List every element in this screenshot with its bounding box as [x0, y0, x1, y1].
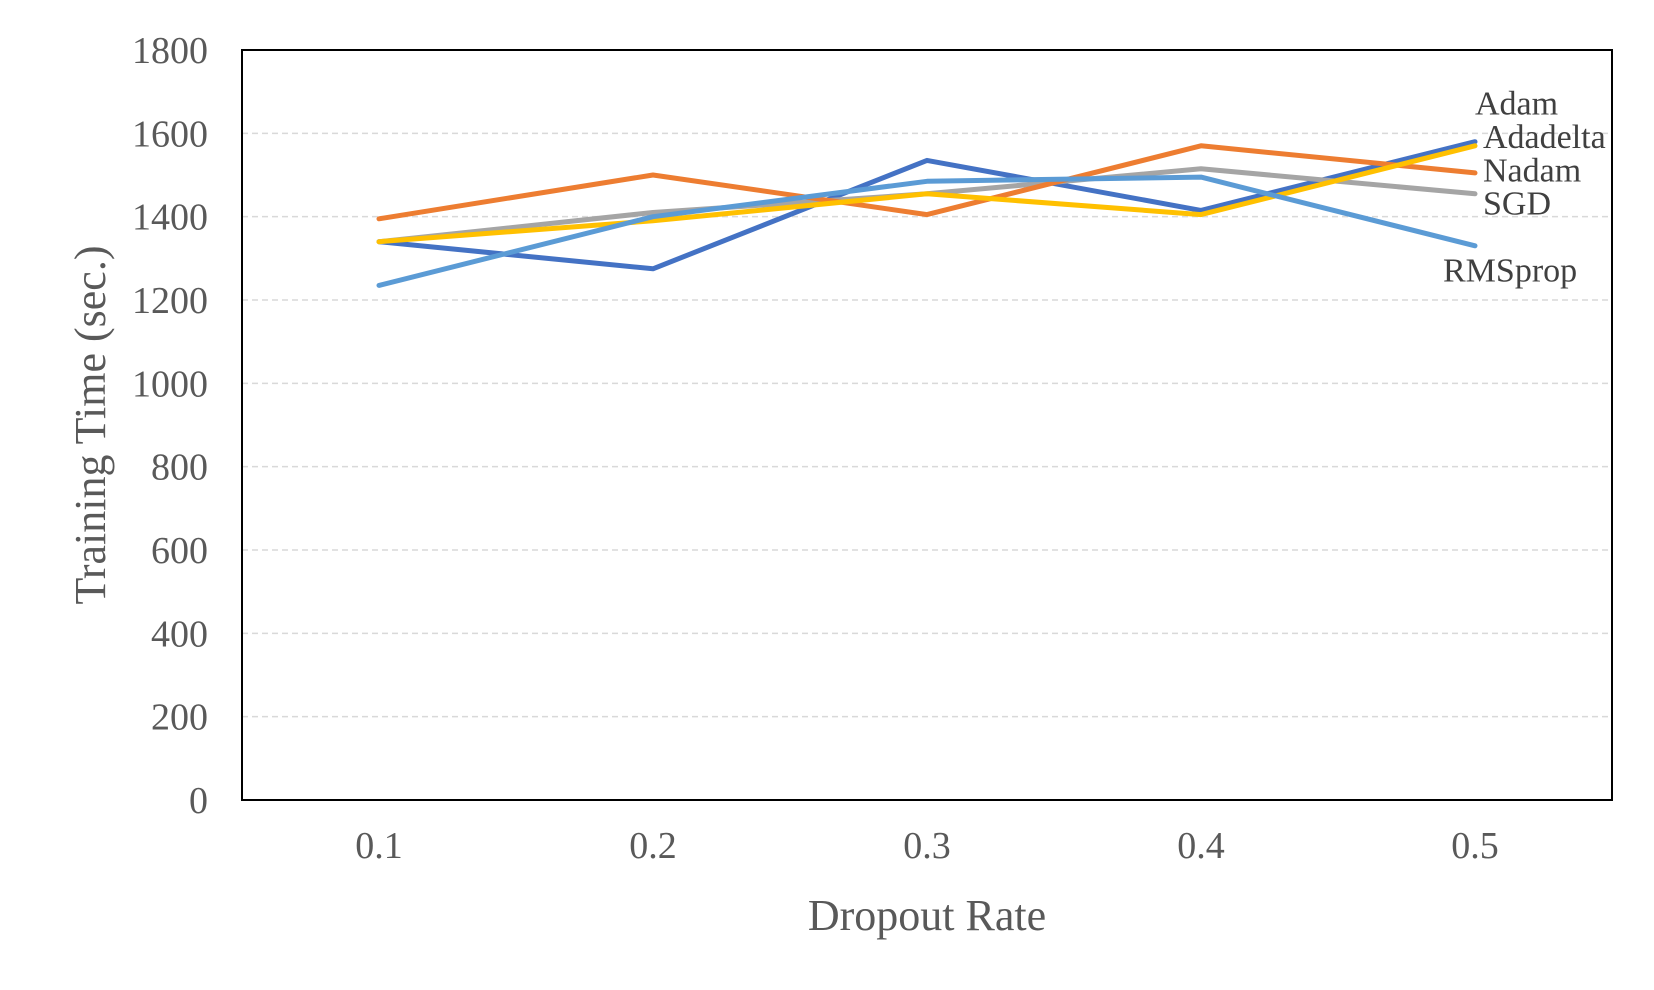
- gridlines: [242, 132, 1612, 718]
- x-tick-label: 0.1: [355, 825, 403, 867]
- plot-area-border: [241, 49, 1613, 801]
- y-tick-label: 1600: [132, 113, 208, 155]
- series-line-nadam: [376, 143, 1478, 222]
- y-tick-label: 400: [151, 613, 208, 655]
- y-tick-label: 0: [189, 780, 208, 822]
- series-lines: [376, 139, 1478, 288]
- y-tick-label: 1000: [132, 363, 208, 405]
- series-label-rmsprop: RMSprop: [1443, 252, 1577, 289]
- x-tick-label: 0.2: [629, 825, 677, 867]
- x-tick-label: 0.4: [1177, 825, 1225, 867]
- x-tick-label: 0.5: [1451, 825, 1499, 867]
- x-axis-tick-labels: 0.1 0.2 0.3 0.4 0.5: [355, 825, 1499, 867]
- y-axis-tick-labels: 0 200 400 600 800 1000 1200 1400 1600 1800: [132, 30, 208, 822]
- series-label-sgd: SGD: [1483, 186, 1551, 223]
- series-line-adam: [376, 139, 1478, 272]
- y-tick-label: 1400: [132, 197, 208, 239]
- y-axis-title: Training Time (sec.): [66, 246, 115, 605]
- y-tick-label: 600: [151, 530, 208, 572]
- x-tick-label: 0.3: [903, 825, 951, 867]
- series-label-adam: Adam: [1475, 86, 1558, 123]
- y-tick-label: 1800: [132, 30, 208, 72]
- series-line-adadelta: [376, 143, 1478, 245]
- x-axis-title: Dropout Rate: [808, 891, 1046, 940]
- series-line-rmsprop: [376, 174, 1478, 288]
- series-label-adadelta: Adadelta: [1483, 119, 1606, 156]
- series-label-nadam: Nadam: [1483, 152, 1581, 189]
- y-tick-label: 800: [151, 447, 208, 489]
- y-tick-label: 1200: [132, 280, 208, 322]
- y-tick-label: 200: [151, 697, 208, 739]
